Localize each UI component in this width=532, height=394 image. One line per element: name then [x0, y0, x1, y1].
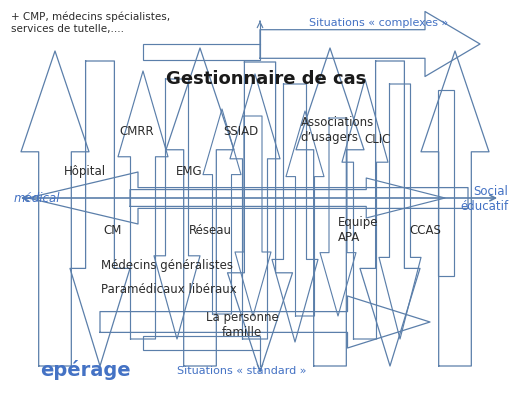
Text: epérage: epérage	[40, 360, 130, 380]
Text: + CMP, médecins spécialistes,
services de tutelle,....: + CMP, médecins spécialistes, services d…	[11, 12, 170, 34]
Text: Associations
d’usagers: Associations d’usagers	[301, 116, 374, 144]
Text: Hôpital: Hôpital	[64, 165, 106, 178]
Bar	[438, 90, 454, 276]
Text: SSIAD: SSIAD	[223, 126, 259, 138]
Text: Paramédicaux libéraux: Paramédicaux libéraux	[101, 283, 237, 296]
Text: Situations « standard »: Situations « standard »	[177, 366, 307, 376]
Text: EMG: EMG	[176, 165, 202, 178]
Text: CLIC: CLIC	[364, 134, 391, 146]
Text: Réseau: Réseau	[189, 224, 232, 237]
Text: La personne
famille: La personne famille	[206, 311, 278, 339]
Text: CMRR: CMRR	[120, 126, 154, 138]
Text: Social
éducatif: Social éducatif	[460, 185, 508, 213]
Text: CCAS: CCAS	[410, 224, 442, 237]
Bar	[143, 44, 260, 60]
Text: Situations « complexes »: Situations « complexes »	[309, 18, 448, 28]
Text: médical: médical	[13, 193, 60, 205]
Text: Gestionnaire de cas: Gestionnaire de cas	[166, 70, 366, 88]
Bar	[143, 336, 260, 350]
Text: Médecins généralistes: Médecins généralistes	[101, 260, 233, 272]
Text: CM: CM	[104, 224, 122, 237]
Text: Equipe
APA: Equipe APA	[338, 216, 378, 245]
